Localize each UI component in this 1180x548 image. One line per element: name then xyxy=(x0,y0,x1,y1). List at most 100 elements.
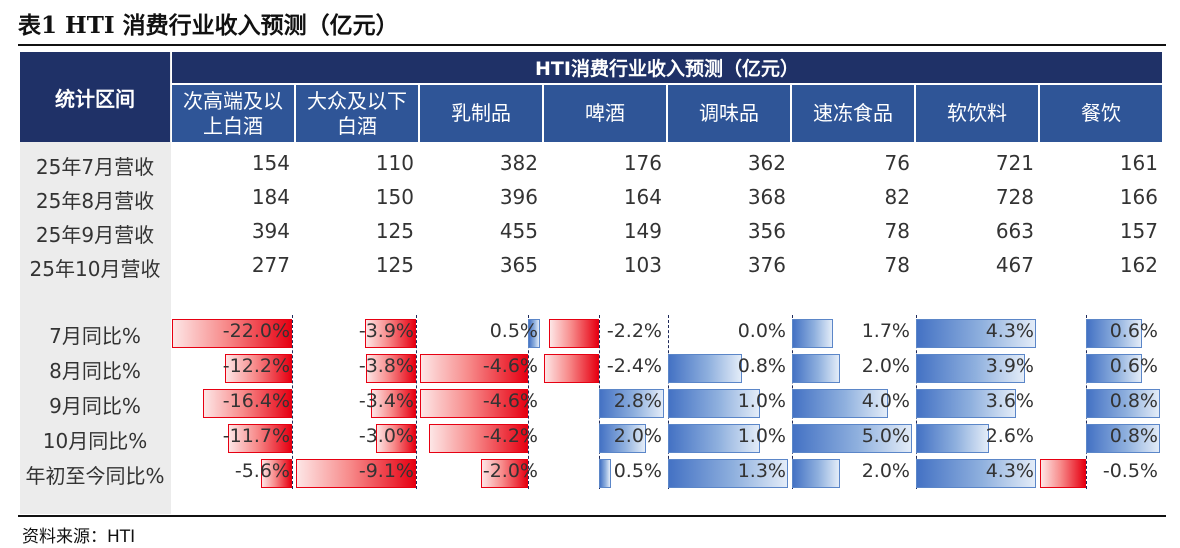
revenue-cell: 365 xyxy=(499,253,538,277)
column-header-label: 餐饮 xyxy=(1081,101,1121,126)
zero-axis-line xyxy=(292,315,293,489)
negative-data-bar xyxy=(202,389,292,418)
table-title: 表1 HTI 消费行业收入预测（亿元） xyxy=(18,12,399,39)
header-group: HTI消费行业收入预测（亿元） xyxy=(172,52,1162,83)
negative-data-bar xyxy=(429,424,529,453)
revenue-cell: 455 xyxy=(499,219,538,243)
growth-cell: -4.2% xyxy=(482,425,538,447)
revenue-cell: 125 xyxy=(375,219,414,243)
column-header-line: 餐饮 xyxy=(1081,101,1121,125)
positive-data-bar xyxy=(668,424,761,453)
positive-data-bar xyxy=(916,354,1025,383)
column-header-label: 啤酒 xyxy=(585,101,625,126)
positive-data-bar xyxy=(668,389,761,418)
revenue-cell: 166 xyxy=(1119,185,1158,209)
positive-data-bar xyxy=(528,319,540,348)
negative-data-bar xyxy=(548,319,600,348)
negative-data-bar xyxy=(1040,459,1087,488)
positive-data-bar xyxy=(916,424,989,453)
negative-data-bar xyxy=(364,319,416,348)
column-header: 软饮料 xyxy=(916,85,1038,142)
growth-cell: -16.4% xyxy=(222,390,290,412)
growth-cell: 3.6% xyxy=(985,390,1034,412)
growth-cell: -12.2% xyxy=(222,355,290,377)
column-header-label: 调味品 xyxy=(699,101,759,126)
positive-data-bar xyxy=(916,319,1036,348)
column-header-line: 调味品 xyxy=(699,101,759,125)
growth-cell: 0.8% xyxy=(737,355,786,377)
growth-cell: 0.8% xyxy=(1109,425,1158,447)
revenue-cell: 162 xyxy=(1119,253,1158,277)
growth-cell: 3.9% xyxy=(985,355,1034,377)
column-header-line: 速冻食品 xyxy=(813,101,893,125)
growth-cell: 4.3% xyxy=(985,320,1034,342)
revenue-cell: 376 xyxy=(747,253,786,277)
column-header: 速冻食品 xyxy=(792,85,914,142)
positive-data-bar xyxy=(599,459,611,488)
row-label: 25年7月营收 xyxy=(35,155,155,179)
positive-data-bar xyxy=(1086,319,1142,348)
revenue-cell: 728 xyxy=(995,185,1034,209)
column-header-line: 白酒 xyxy=(337,113,377,138)
growth-cell: -2.2% xyxy=(606,320,662,342)
header-stub: 统计区间 xyxy=(20,52,170,142)
source-note: 资料来源：HTI xyxy=(22,527,136,547)
growth-cell: 2.0% xyxy=(861,355,910,377)
row-label: 25年10月营收 xyxy=(29,257,161,281)
positive-data-bar xyxy=(792,389,888,418)
growth-cell: -3.0% xyxy=(358,425,414,447)
negative-data-bar xyxy=(172,319,292,348)
growth-cell: 0.6% xyxy=(1109,355,1158,377)
positive-data-bar xyxy=(792,354,840,383)
growth-cell: -11.7% xyxy=(222,425,290,447)
revenue-cell: 103 xyxy=(623,253,662,277)
positive-data-bar xyxy=(668,459,788,488)
revenue-cell: 76 xyxy=(884,151,910,175)
revenue-cell: 467 xyxy=(995,253,1034,277)
negative-data-bar xyxy=(420,389,529,418)
revenue-cell: 176 xyxy=(623,151,662,175)
positive-data-bar xyxy=(1086,354,1142,383)
revenue-cell: 663 xyxy=(995,219,1034,243)
growth-cell: 0.6% xyxy=(1109,320,1158,342)
revenue-cell: 721 xyxy=(995,151,1034,175)
growth-cell: 0.0% xyxy=(737,320,786,342)
growth-cell: 2.8% xyxy=(613,390,662,412)
growth-cell: 1.0% xyxy=(737,390,786,412)
zero-axis-line xyxy=(528,315,530,489)
column-header: 调味品 xyxy=(668,85,790,142)
positive-data-bar xyxy=(916,389,1017,418)
row-label: 10月同比% xyxy=(42,429,148,453)
positive-data-bar xyxy=(599,424,646,453)
negative-data-bar xyxy=(261,459,292,488)
revenue-cell: 164 xyxy=(623,185,662,209)
column-header: 啤酒 xyxy=(544,85,666,142)
revenue-cell: 110 xyxy=(375,151,414,175)
top-rule xyxy=(18,44,1166,46)
column-header-label: 乳制品 xyxy=(451,101,511,126)
column-header-line: 软饮料 xyxy=(947,101,1007,125)
column-header-line: 啤酒 xyxy=(585,101,625,125)
growth-cell: 2.6% xyxy=(985,425,1034,447)
revenue-cell: 356 xyxy=(747,219,786,243)
row-label: 25年9月营收 xyxy=(35,223,155,247)
growth-cell: -5.6% xyxy=(234,460,290,482)
negative-data-bar xyxy=(544,354,600,383)
column-header-line: 大众及以下 xyxy=(307,88,407,113)
row-label: 9月同比% xyxy=(49,394,141,418)
negative-data-bar xyxy=(420,354,529,383)
positive-data-bar xyxy=(1086,424,1160,453)
growth-cell: -9.1% xyxy=(358,460,414,482)
growth-cell: -4.6% xyxy=(482,355,538,377)
growth-cell: 5.0% xyxy=(861,425,910,447)
column-header: 餐饮 xyxy=(1040,85,1162,142)
row-label: 年初至今同比% xyxy=(25,464,165,488)
column-header-label: 软饮料 xyxy=(947,101,1007,126)
growth-cell: 4.0% xyxy=(861,390,910,412)
positive-data-bar xyxy=(1086,389,1160,418)
growth-cell: 0.5% xyxy=(489,320,538,342)
growth-cell: 4.3% xyxy=(985,460,1034,482)
revenue-cell: 382 xyxy=(499,151,538,175)
revenue-cell: 394 xyxy=(251,219,290,243)
revenue-cell: 161 xyxy=(1119,151,1158,175)
